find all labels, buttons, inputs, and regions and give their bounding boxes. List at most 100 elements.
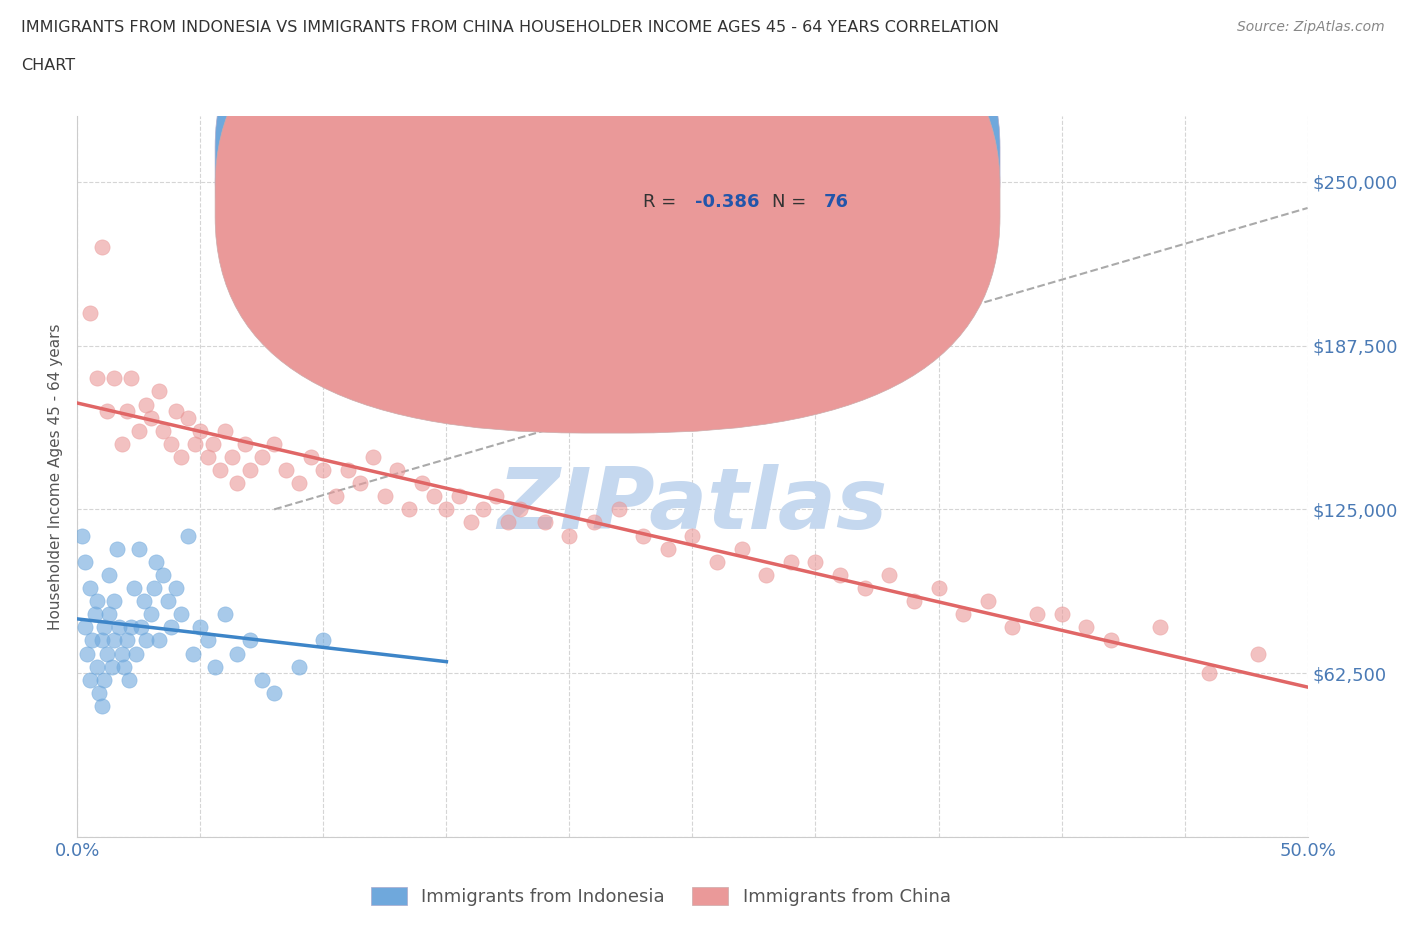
Point — [165, 580, 187, 595]
Point — [90, 698, 114, 713]
Point — [928, 580, 950, 595]
Legend: Immigrants from Indonesia, Immigrants from China: Immigrants from Indonesia, Immigrants fr… — [364, 880, 957, 913]
Point — [804, 554, 827, 569]
Point — [160, 620, 183, 635]
Point — [349, 476, 371, 491]
Point — [226, 476, 249, 491]
Point — [460, 515, 482, 530]
Point — [496, 515, 519, 530]
Point — [152, 567, 174, 582]
Point — [583, 515, 606, 530]
Point — [152, 423, 174, 438]
Point — [952, 606, 974, 621]
Point — [108, 620, 131, 635]
Point — [115, 404, 138, 418]
Point — [398, 502, 420, 517]
Point — [1026, 606, 1049, 621]
Point — [103, 593, 125, 608]
Point — [160, 436, 183, 451]
Point — [83, 606, 105, 621]
Point — [125, 646, 148, 661]
Point — [90, 240, 114, 255]
Point — [101, 659, 124, 674]
Point — [485, 489, 508, 504]
Point — [755, 567, 778, 582]
Point — [1001, 620, 1024, 635]
Point — [181, 646, 204, 661]
Point — [731, 541, 754, 556]
Point — [96, 646, 118, 661]
Point — [79, 672, 101, 687]
Point — [105, 541, 128, 556]
Point — [70, 528, 93, 543]
Text: R =: R = — [644, 153, 682, 171]
Point — [141, 410, 163, 425]
Point — [250, 672, 273, 687]
Point — [157, 593, 180, 608]
Point — [177, 410, 200, 425]
Point — [121, 620, 143, 635]
Point — [214, 606, 236, 621]
Point — [977, 593, 1000, 608]
Point — [263, 436, 285, 451]
Point — [148, 633, 170, 648]
Point — [145, 554, 167, 569]
Point — [1076, 620, 1098, 635]
Point — [361, 449, 384, 464]
Point — [1099, 633, 1122, 648]
Text: N =: N = — [772, 153, 813, 171]
Text: 76: 76 — [824, 193, 849, 211]
Point — [142, 580, 165, 595]
Point — [682, 528, 704, 543]
Point — [128, 423, 150, 438]
Point — [201, 436, 224, 451]
Point — [89, 685, 111, 700]
Point — [103, 371, 125, 386]
Point — [128, 541, 150, 556]
Point — [118, 672, 141, 687]
Point — [657, 541, 679, 556]
FancyBboxPatch shape — [569, 134, 914, 228]
FancyBboxPatch shape — [215, 0, 1000, 393]
Point — [853, 580, 876, 595]
Point — [337, 462, 360, 477]
Point — [93, 672, 115, 687]
Point — [288, 659, 311, 674]
Point — [276, 462, 298, 477]
Point — [830, 567, 852, 582]
Point — [1050, 606, 1073, 621]
Point — [165, 404, 187, 418]
Point — [509, 502, 531, 517]
Text: R =: R = — [644, 193, 682, 211]
Point — [288, 476, 311, 491]
Point — [534, 515, 557, 530]
Point — [250, 449, 273, 464]
Point — [374, 489, 396, 504]
Point — [79, 305, 101, 320]
Point — [132, 593, 155, 608]
Text: 55: 55 — [824, 153, 849, 171]
Point — [1149, 620, 1171, 635]
Point — [558, 528, 581, 543]
Point — [115, 633, 138, 648]
Point — [325, 489, 347, 504]
Point — [312, 633, 335, 648]
Point — [135, 633, 157, 648]
Point — [423, 489, 446, 504]
Point — [233, 436, 256, 451]
Point — [188, 423, 212, 438]
Point — [209, 462, 232, 477]
Point — [903, 593, 925, 608]
Point — [633, 528, 655, 543]
Point — [96, 404, 118, 418]
Point — [93, 620, 115, 635]
Point — [86, 371, 108, 386]
Point — [141, 606, 163, 621]
Point — [214, 423, 236, 438]
Point — [111, 646, 132, 661]
Point — [86, 659, 108, 674]
Point — [188, 620, 212, 635]
Point — [73, 620, 96, 635]
Y-axis label: Householder Income Ages 45 - 64 years: Householder Income Ages 45 - 64 years — [48, 324, 63, 630]
Point — [226, 646, 249, 661]
